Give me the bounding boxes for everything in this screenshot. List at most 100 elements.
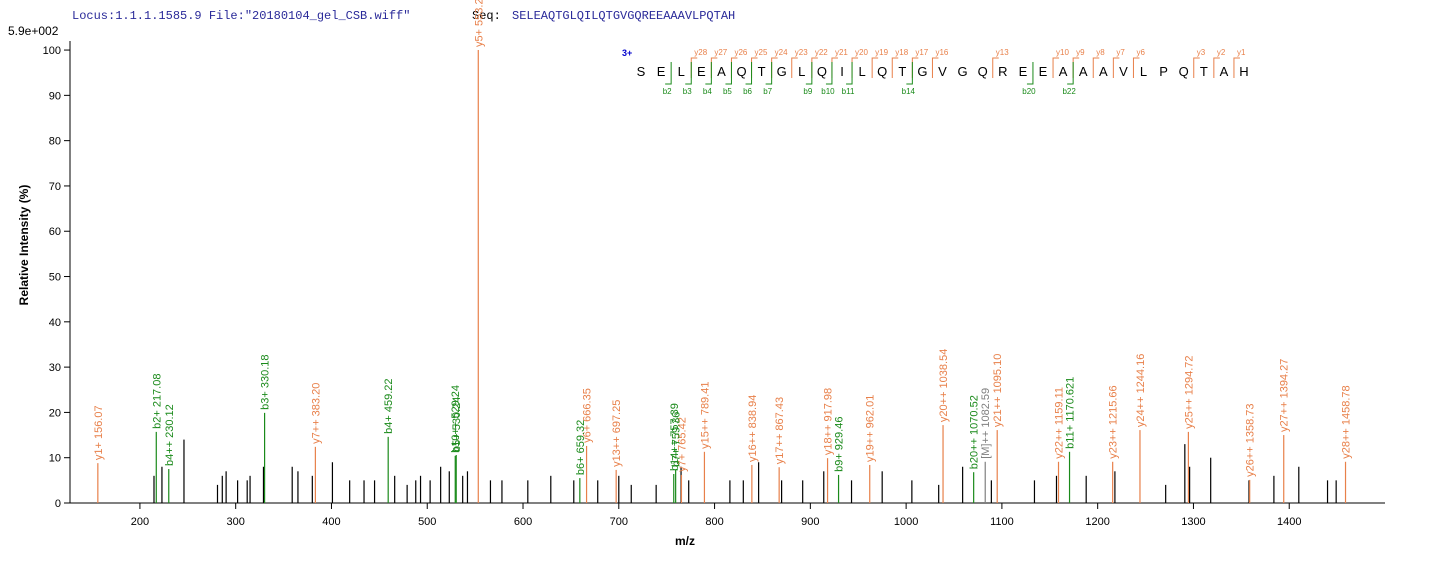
residue: A: [1059, 64, 1068, 79]
y-ion-label: y21: [835, 48, 848, 57]
peak-label: y22++ 1159.11: [1054, 387, 1066, 459]
y-ion-label: y17: [915, 48, 928, 57]
b-ion-marker: [1067, 62, 1074, 85]
y-ion-marker: [1052, 57, 1060, 78]
x-tick-label: 800: [705, 516, 723, 528]
y-ion-marker: [791, 57, 798, 78]
b-ion-label: b11: [842, 87, 855, 96]
x-tick-label: 300: [227, 516, 245, 528]
y-ion-marker: [1112, 57, 1120, 78]
peak-label: b3+ 330.18: [260, 354, 272, 409]
charge: 3+: [622, 48, 632, 58]
b-ion-marker: [745, 62, 753, 85]
x-tick-label: 1200: [1085, 516, 1109, 528]
y-ion-marker: [1213, 57, 1220, 78]
b-ion-marker: [705, 62, 712, 85]
y-ion-label: y23: [795, 48, 808, 57]
y-ion-marker: [1132, 57, 1140, 78]
residue: E: [1039, 64, 1048, 79]
y-ion-label: y24: [775, 48, 788, 57]
residue: G: [917, 64, 927, 79]
y-ion-label: y7: [1116, 48, 1125, 57]
b-ion-label: b14: [902, 87, 916, 96]
y-ion-marker: [871, 57, 879, 78]
peak-label: b4++ 230.12: [164, 404, 176, 466]
peak-label: y23++ 1215.66: [1108, 385, 1120, 458]
peak-label: b4+ 459.22: [383, 378, 395, 433]
peak-label: y19++ 962.01: [865, 395, 877, 462]
b-ion-label: b9: [803, 87, 812, 96]
b-ion-label: b20: [1022, 87, 1036, 96]
peak-label: y27++ 1394.27: [1279, 359, 1291, 432]
b-ion-marker: [846, 62, 853, 85]
peak-label: b10++ 529.24: [450, 385, 462, 453]
residue: E: [697, 64, 706, 79]
b-ion-marker: [685, 62, 692, 85]
b-ion-label: b5: [723, 87, 732, 96]
y-ion-label: y8: [1096, 48, 1105, 57]
x-axis-label: m/z: [675, 534, 695, 548]
residue: A: [1099, 64, 1108, 79]
y-ion-marker: [1092, 57, 1100, 78]
peak-label: y25++ 1294.72: [1183, 355, 1195, 428]
b-ion-marker: [1026, 62, 1034, 85]
y-ion-marker: [851, 57, 859, 78]
y-ion-label: y28: [694, 48, 707, 57]
y-ion-label: y26: [734, 48, 747, 57]
peak-label: b11+ 1170.621: [1065, 377, 1077, 449]
y-axis-label: Relative Intensity (%): [17, 185, 31, 306]
residue: T: [898, 64, 906, 79]
peak-label: y15++ 789.41: [699, 382, 711, 449]
y-ion-label: y22: [815, 48, 828, 57]
peak-label: b6+ 659.32: [575, 420, 587, 475]
peak-label: b5+ 530.24: [451, 397, 463, 452]
y-tick-label: 10: [49, 453, 61, 465]
peak-label: y20++ 1038.54: [938, 349, 950, 422]
y-ion-label: y3: [1197, 48, 1206, 57]
y-ion-marker: [1193, 57, 1200, 78]
peak-label: y1+ 156.07: [93, 405, 105, 460]
peak-label: b20++ 1070.52: [969, 395, 981, 469]
peak-label: y18++ 917.98: [823, 388, 835, 455]
b-ion-label: b22: [1062, 87, 1076, 96]
residue: L: [1140, 64, 1147, 79]
y-ion-label: y27: [714, 48, 727, 57]
y-ion-marker: [992, 57, 999, 78]
b-ion-label: b6: [743, 87, 752, 96]
residue: V: [1119, 64, 1128, 79]
residue: E: [1019, 64, 1028, 79]
residue: S: [637, 64, 646, 79]
residue: Q: [736, 64, 746, 79]
peak-label: y26++ 1358.73: [1245, 403, 1257, 476]
y-ion-label: y16: [935, 48, 948, 57]
residue: G: [777, 64, 787, 79]
b-ion-marker: [825, 62, 833, 85]
b-ion-label: b7: [763, 87, 772, 96]
residue: A: [717, 64, 726, 79]
sequence: SELEAQTGLQILQTGVGQREEAAAVLPQTAH: [512, 9, 735, 23]
y-ion-marker: [931, 57, 939, 78]
x-tick-label: 1100: [990, 516, 1014, 528]
y-tick-label: 70: [49, 181, 61, 193]
locus: Locus:1.1.1.1585.9 File:"20180104_gel_CS…: [72, 9, 410, 23]
residue: I: [840, 64, 844, 79]
x-tick-label: 600: [514, 516, 532, 528]
x-tick-label: 200: [131, 516, 149, 528]
y-tick-label: 20: [49, 407, 61, 419]
residue: Q: [978, 64, 988, 79]
peak-label: y24++ 1244.16: [1135, 354, 1147, 427]
peak-label: y6+ 666.35: [582, 388, 594, 443]
b-ion-marker: [725, 62, 732, 85]
x-tick-label: 700: [610, 516, 628, 528]
peak-label: y21++ 1095.10: [992, 354, 1004, 427]
residue: A: [1079, 64, 1088, 79]
y-tick-label: 90: [49, 90, 61, 102]
x-tick-label: 900: [801, 516, 819, 528]
peak-label: b2+ 217.08: [151, 374, 163, 429]
x-tick-label: 1000: [894, 516, 918, 528]
y-ion-label: y2: [1217, 48, 1226, 57]
peak-label: b14++ 757.39: [669, 403, 681, 471]
x-tick-label: 500: [418, 516, 436, 528]
residue: L: [678, 64, 685, 79]
